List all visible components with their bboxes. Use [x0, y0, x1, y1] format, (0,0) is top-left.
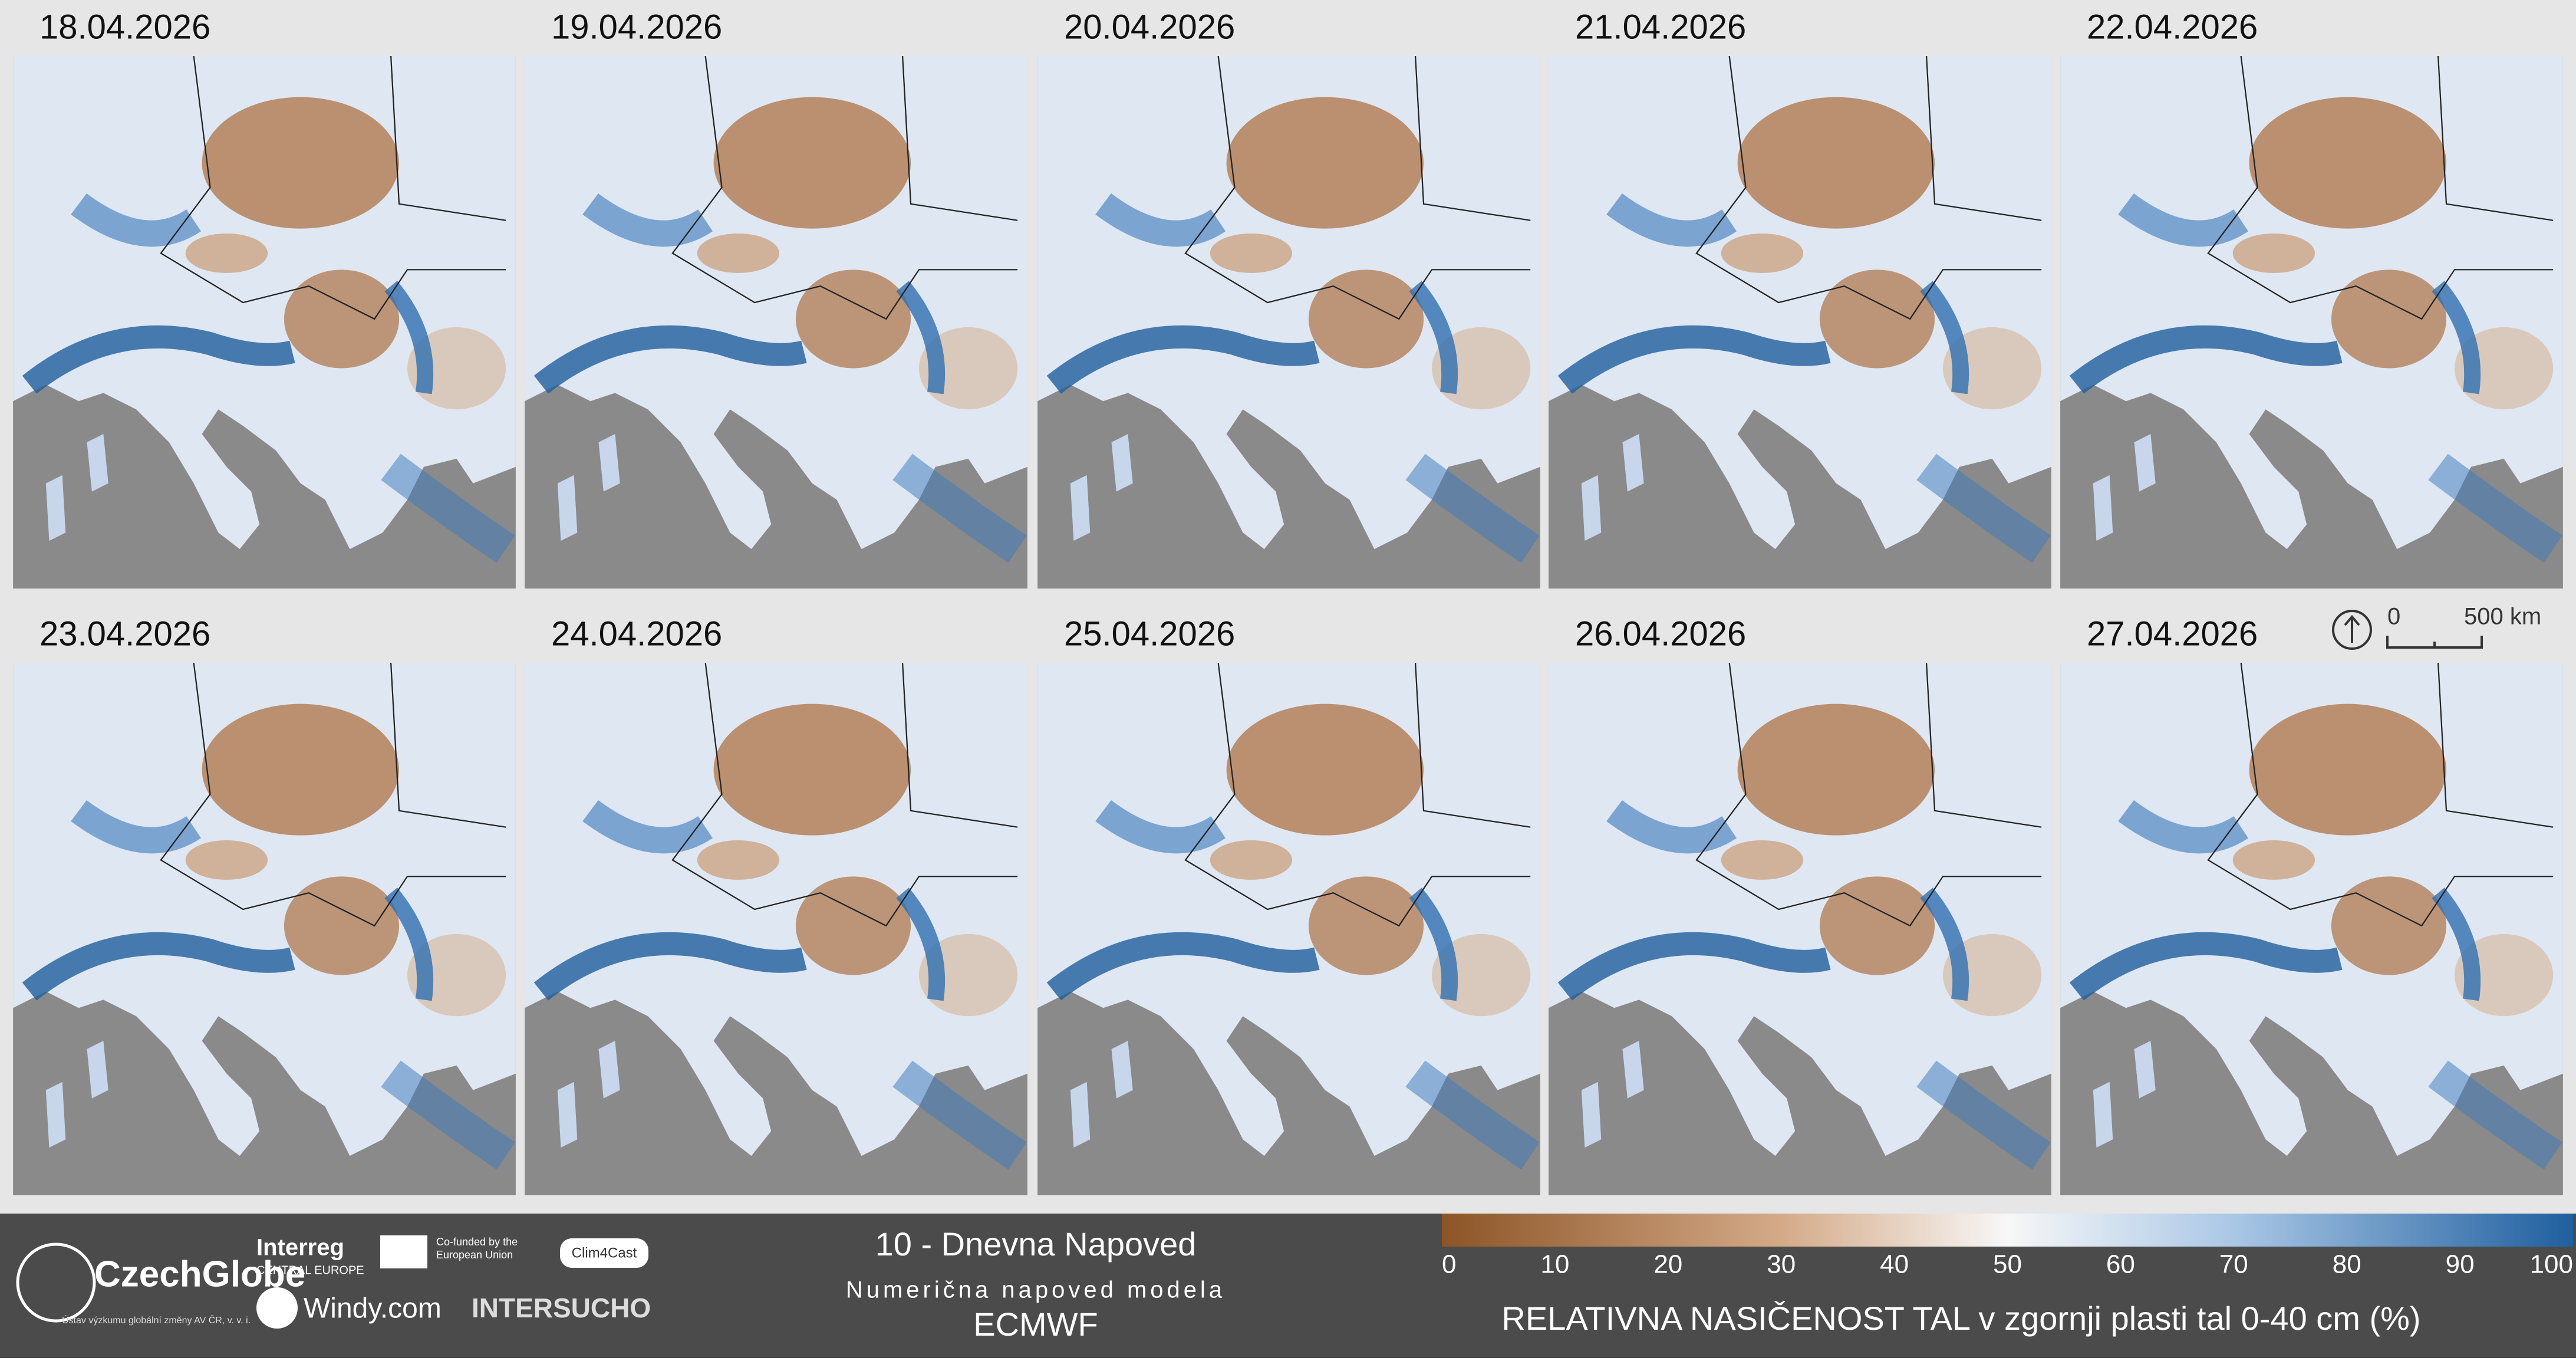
logo-sub: Ústav výzkumu globální změny AV ČR, v. v… — [62, 1314, 251, 1326]
panel-date: 22.04.2026 — [2087, 8, 2258, 46]
map-panel — [525, 663, 1027, 1195]
colorbar-label: RELATIVNA NASIČENOST TAL v zgornji plast… — [1501, 1300, 2420, 1337]
colorbar-tick-label: 90 — [2446, 1250, 2475, 1279]
logo-text: Co-funded by the European Union — [436, 1236, 518, 1261]
scale-start: 0 — [2387, 604, 2400, 630]
map-panel — [1549, 56, 2051, 589]
panel-date: 20.04.2026 — [1064, 8, 1235, 46]
colorbar-tick-label: 60 — [2106, 1250, 2135, 1279]
logo-text: Windy.com — [304, 1293, 442, 1324]
map-panel — [2060, 663, 2563, 1195]
colorbar-tick-label: 40 — [1880, 1250, 1909, 1279]
scale-bar — [2332, 610, 2483, 650]
map-panel — [525, 56, 1027, 589]
logo-mark — [16, 1242, 96, 1323]
footer-subtitle: Numerična napoved modela — [846, 1277, 1226, 1303]
colorbar-tick-label: 0 — [1442, 1250, 1456, 1279]
logo-badge — [560, 1238, 648, 1268]
map-panel — [13, 663, 516, 1195]
logo-text: Clim4Cast — [572, 1245, 637, 1261]
panel-date: 18.04.2026 — [39, 8, 210, 46]
panel-date: 24.04.2026 — [551, 614, 722, 653]
map-panel — [1037, 56, 1540, 589]
footer-title: 10 - Dnevna Napoved — [875, 1225, 1197, 1263]
scale-end: 500 km — [2464, 604, 2541, 630]
logo-text: Interreg — [256, 1235, 344, 1261]
panel-date: 21.04.2026 — [1575, 8, 1746, 46]
colorbar — [1442, 1214, 2573, 1247]
map-panel — [13, 56, 516, 589]
logo-sub: CENTRAL EUROPE — [256, 1264, 364, 1277]
colorbar-tick-label: 100 — [2530, 1250, 2573, 1279]
colorbar-tick-label: 80 — [2333, 1250, 2361, 1279]
eu-flag — [380, 1235, 427, 1268]
panel-date: 27.04.2026 — [2087, 614, 2258, 653]
colorbar-tick-label: 30 — [1767, 1250, 1796, 1279]
panel-date: 25.04.2026 — [1064, 614, 1235, 653]
colorbar-tick-label: 70 — [2219, 1250, 2248, 1279]
footer-model: ECMWF — [973, 1306, 1098, 1343]
logo-mark — [256, 1287, 298, 1329]
logo-eu: Co-funded by the European Union — [436, 1236, 518, 1261]
panel-date: 23.04.2026 — [39, 614, 210, 653]
map-panel — [2060, 56, 2563, 589]
logo-text: INTERSUCHO — [472, 1293, 651, 1323]
colorbar-tick-label: 50 — [1993, 1250, 2022, 1279]
map-panel — [1037, 663, 1540, 1195]
panel-date: 19.04.2026 — [551, 8, 722, 46]
panel-date: 26.04.2026 — [1575, 614, 1746, 653]
colorbar-tick-label: 20 — [1653, 1250, 1682, 1279]
logo-text: CzechGlobe — [94, 1254, 305, 1294]
map-panel — [1549, 663, 2051, 1195]
colorbar-tick-label: 10 — [1540, 1250, 1569, 1279]
